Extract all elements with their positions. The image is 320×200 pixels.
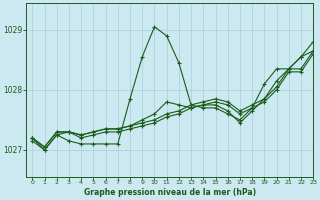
X-axis label: Graphe pression niveau de la mer (hPa): Graphe pression niveau de la mer (hPa) <box>84 188 256 197</box>
